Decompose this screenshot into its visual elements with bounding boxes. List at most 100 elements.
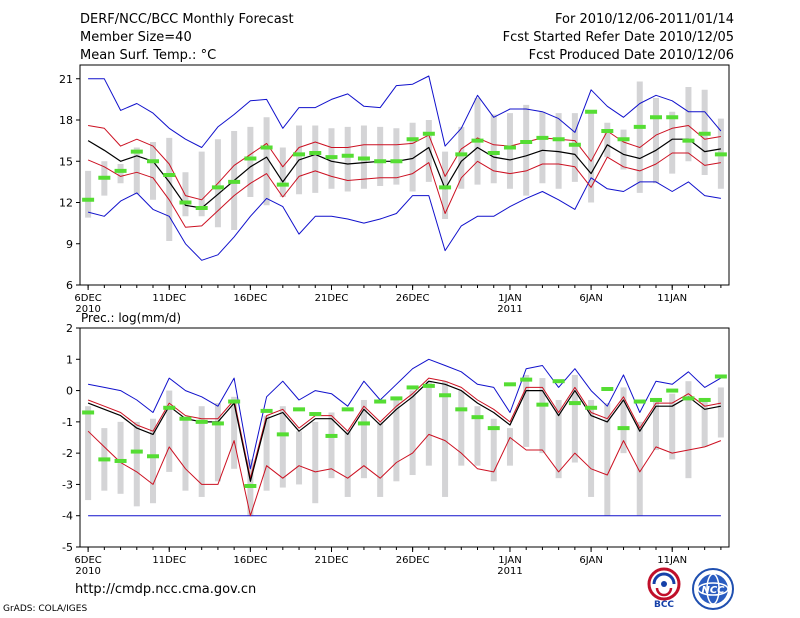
median-bar — [98, 457, 111, 462]
median-bar — [682, 138, 695, 143]
y-tick-label: 12 — [59, 197, 73, 210]
median-bar — [325, 433, 338, 438]
x-tick-label: 6JAN — [579, 555, 602, 566]
ensemble-box — [182, 418, 189, 491]
x-tick-year: 2011 — [497, 304, 522, 315]
ensemble-box — [555, 399, 562, 479]
ensemble-box — [231, 396, 238, 469]
median-bar — [211, 185, 224, 190]
median-bar — [228, 399, 241, 404]
median-bar — [130, 449, 143, 454]
median-bar — [163, 405, 176, 410]
ensemble-box — [539, 111, 546, 184]
ensemble-box — [166, 390, 173, 472]
ncc-logo: NCC — [692, 568, 734, 610]
ensemble-box — [133, 421, 140, 507]
median-bar — [374, 399, 387, 404]
ensemble-box — [701, 399, 708, 447]
median-bar — [439, 393, 452, 398]
ensemble-box — [312, 421, 319, 504]
ensemble-box — [669, 111, 676, 174]
outer-lower-line — [87, 177, 721, 261]
ensemble-box — [652, 399, 659, 451]
ensemble-box — [150, 418, 157, 504]
ensemble-box — [652, 98, 659, 184]
ensemble-box — [523, 374, 530, 447]
median-bar — [406, 137, 419, 142]
median-bar — [666, 388, 679, 393]
ensemble-box — [166, 137, 173, 241]
ensemble-box — [409, 390, 416, 476]
ensemble-box — [360, 399, 367, 479]
ensemble-box — [523, 104, 530, 196]
median-bar — [244, 483, 257, 488]
ensemble-box — [636, 421, 643, 516]
ensemble-box — [604, 122, 611, 158]
median-bar — [568, 401, 581, 406]
y-tick-label: -5 — [62, 541, 73, 554]
ensemble-box — [344, 126, 351, 192]
x-tick-label: 16DEC — [233, 555, 267, 566]
ensemble-box — [425, 381, 432, 466]
x-tick-label: 16DEC — [233, 293, 267, 304]
median-bar — [552, 137, 565, 142]
source-url[interactable]: http://cmdp.ncc.cma.gov.cn — [75, 582, 257, 597]
ensemble-box — [636, 81, 643, 193]
ensemble-box — [85, 406, 92, 501]
x-tick-label: 26DEC — [396, 555, 430, 566]
header-member-size: Member Size=40 — [80, 30, 192, 45]
median-bar — [98, 175, 111, 180]
grads-credit: GrADS: COLA/IGES — [3, 604, 88, 614]
ensemble-box — [425, 120, 432, 182]
panel-ylabel: Prec.: log(mm/d) — [81, 311, 181, 325]
ensemble-box — [182, 172, 189, 217]
median-bar — [357, 421, 370, 426]
ensemble-box — [539, 378, 546, 454]
y-tick-label: -2 — [62, 447, 73, 460]
median-bar — [455, 152, 468, 157]
median-bar — [82, 197, 95, 202]
median-bar — [309, 151, 322, 155]
ensemble-box — [312, 125, 319, 193]
median-bar — [390, 396, 403, 401]
y-tick-label: 1 — [66, 353, 73, 366]
ensemble-box — [474, 406, 481, 466]
median-bar — [520, 377, 533, 382]
median-bar — [536, 135, 549, 140]
ensemble-box — [458, 126, 465, 189]
median-bar — [714, 152, 727, 157]
ensemble-box — [442, 381, 449, 497]
median-bar — [114, 458, 127, 463]
ensemble-box — [571, 374, 578, 463]
x-tick-label: 21DEC — [315, 555, 349, 566]
bcc-logo-text: BCC — [654, 600, 674, 610]
median-bar — [471, 138, 484, 143]
median-bar — [601, 129, 614, 133]
x-tick-label: 11DEC — [152, 555, 186, 566]
ensemble-box — [377, 421, 384, 497]
outer-upper-line — [88, 75, 722, 148]
y-tick-label: -1 — [62, 416, 73, 429]
header-variable: Mean Surf. Temp.: °C — [80, 48, 217, 63]
ensemble-box — [279, 147, 286, 197]
median-bar — [179, 200, 192, 205]
median-bar — [536, 402, 549, 407]
median-bar — [276, 182, 289, 187]
ensemble-box — [490, 114, 497, 184]
median-bar — [195, 206, 208, 210]
median-bar — [601, 387, 614, 392]
inner-upper-line — [88, 125, 721, 201]
ensemble-box — [296, 431, 303, 485]
median-bar — [439, 185, 452, 190]
header-produced-date: Fcst Produced Date 2010/12/06 — [528, 48, 734, 63]
median-bar — [114, 168, 127, 173]
ensemble-box — [247, 126, 254, 197]
median-bar — [633, 124, 646, 129]
ensemble-box — [490, 418, 497, 482]
y-tick-label: 18 — [59, 114, 73, 127]
ensemble-box — [506, 113, 513, 189]
y-tick-label: 21 — [59, 73, 73, 86]
ensemble-box — [85, 170, 92, 218]
